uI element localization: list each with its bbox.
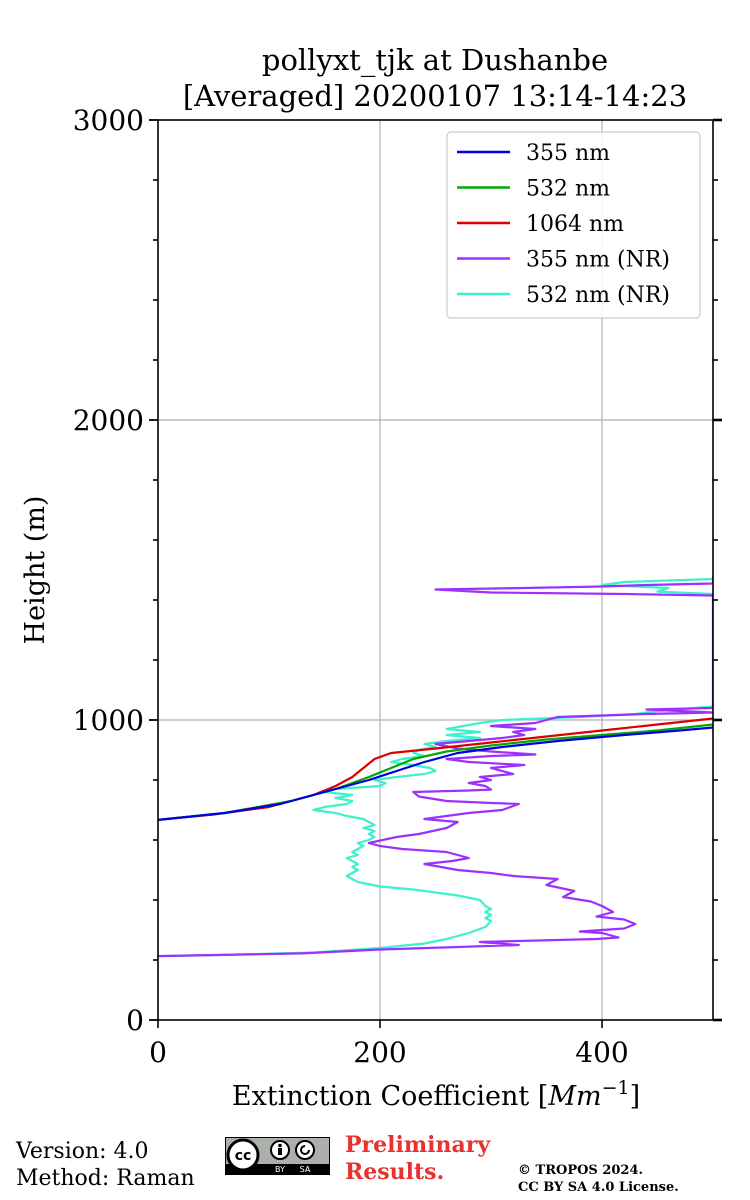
cc-by-sa-icon: cc BY SA	[225, 1137, 330, 1175]
cc-circle	[226, 1138, 260, 1172]
legend-label: 532 nm (NR)	[526, 283, 670, 308]
axis-ticks: 0 200 400 0 1000 2000 3000	[73, 104, 722, 1069]
series-layer	[158, 576, 713, 958]
x-tick-label: 200	[353, 1036, 406, 1069]
legend-label: 532 nm	[526, 177, 610, 202]
legend-label: 1064 nm	[526, 212, 624, 237]
y-axis-label: Height (m)	[20, 496, 51, 645]
preliminary-text: Preliminary	[345, 1132, 491, 1158]
by-person-body	[278, 1148, 282, 1155]
series-line-355-nm-nr	[158, 577, 713, 958]
x-tick-label: 0	[149, 1036, 167, 1069]
y-tick-label: 3000	[73, 104, 144, 137]
method-text: Method: Raman	[16, 1166, 195, 1191]
x-axis-label-end: ]	[630, 1081, 641, 1112]
x-axis-label-exp: −1	[602, 1077, 630, 1099]
chart-title-line1: pollyxt_tjk at Dushanbe	[262, 43, 608, 78]
y-tick-label: 2000	[73, 404, 144, 437]
cc-letters: cc	[235, 1148, 252, 1164]
legend-label: 355 nm	[526, 141, 610, 166]
license-text: CC BY SA 4.0 License.	[518, 1180, 679, 1195]
by-person-head	[278, 1143, 282, 1148]
preliminary-results-text: Results.	[345, 1159, 445, 1185]
y-tick-label: 1000	[73, 704, 144, 737]
copyright-text: © TROPOS 2024.	[518, 1163, 644, 1178]
legend-frame	[446, 131, 701, 319]
sa-label: SA	[300, 1165, 311, 1174]
sa-circle	[295, 1140, 315, 1160]
sa-arrow	[300, 1145, 310, 1155]
legend: 355 nm 532 nm 1064 nm 355 nm (NR) 532 nm (NR…	[446, 131, 701, 319]
legend-label: 355 nm (NR)	[526, 248, 670, 273]
plot-frame	[157, 119, 714, 1021]
x-axis-label: Extinction Coefficient [Mm−1]	[232, 1077, 640, 1112]
series-line-532-nm	[158, 723, 713, 821]
badge-footer-bar	[226, 1164, 329, 1174]
by-label: BY	[275, 1165, 285, 1174]
x-tick-label: 400	[575, 1036, 628, 1069]
series-line-532-nm-nr	[158, 576, 713, 958]
chart-title-line2: [Averaged] 20200107 13:14-14:23	[183, 79, 687, 113]
x-axis-label-text: Extinction Coefficient [	[232, 1081, 548, 1112]
version-text: Version: 4.0	[16, 1139, 149, 1164]
y-tick-label: 0	[126, 1004, 144, 1037]
series-line-355-nm	[158, 726, 713, 821]
x-axis-label-unit: Mm	[547, 1081, 601, 1112]
